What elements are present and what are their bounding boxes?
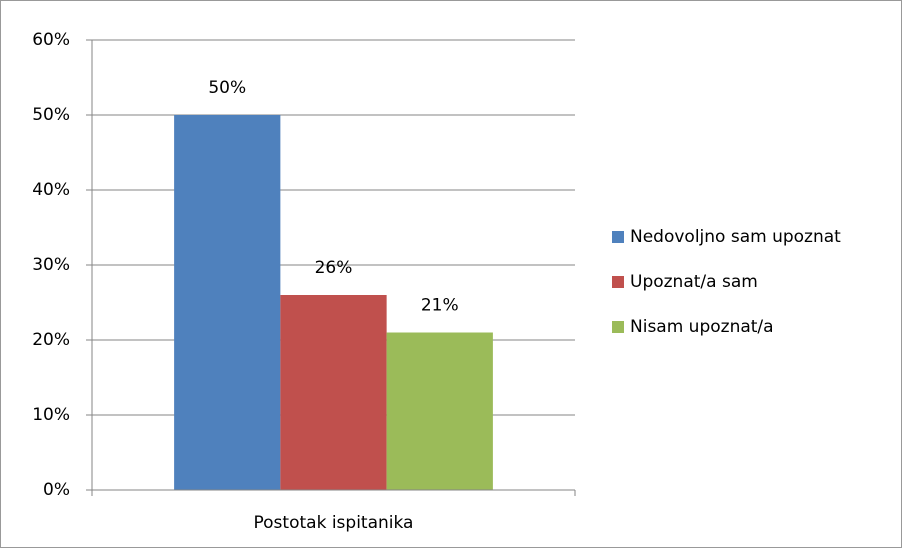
data-label: 26%	[315, 258, 353, 278]
legend-swatch	[612, 321, 624, 333]
data-label: 50%	[208, 78, 246, 98]
legend-swatch	[612, 276, 624, 288]
y-tick-label: 20%	[32, 330, 70, 350]
legend-label: Nedovoljno sam upoznat	[630, 227, 841, 247]
y-tick-label: 30%	[32, 255, 70, 275]
legend-label: Upoznat/a sam	[630, 272, 758, 292]
data-label: 21%	[421, 296, 459, 316]
legend-label: Nisam upoznat/a	[630, 317, 774, 337]
bar	[174, 115, 281, 490]
legend-swatch	[612, 231, 624, 243]
y-tick-label: 10%	[32, 405, 70, 425]
y-tick-label: 40%	[32, 180, 70, 200]
y-tick-label: 50%	[32, 105, 70, 125]
bar	[280, 295, 387, 490]
y-tick-label: 0%	[43, 480, 70, 500]
bar	[386, 332, 493, 490]
x-tick-label: Postotak ispitanika	[254, 513, 414, 533]
y-tick-label: 60%	[32, 30, 70, 50]
